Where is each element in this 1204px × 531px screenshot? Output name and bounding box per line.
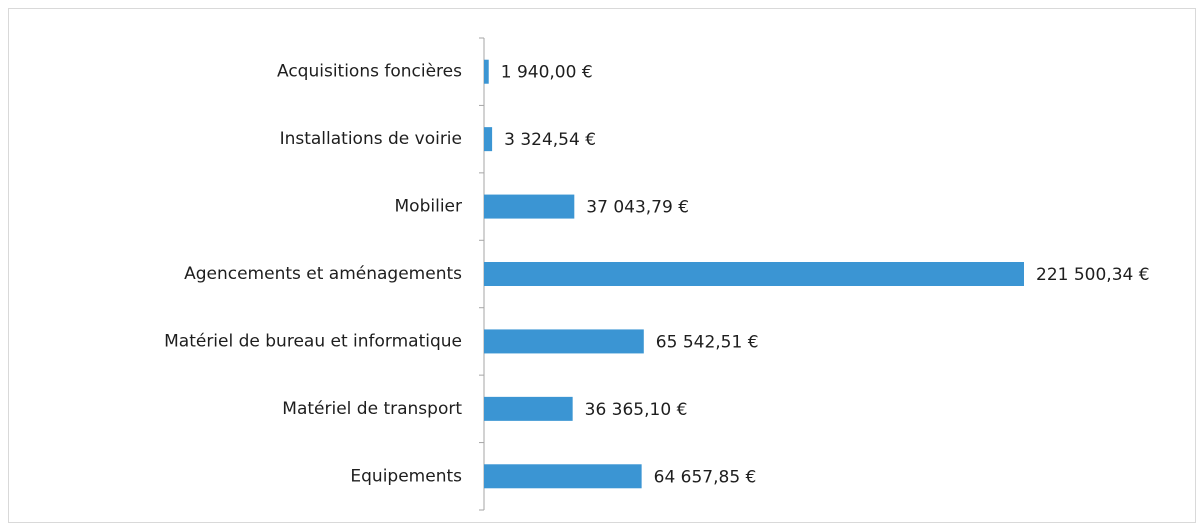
bar [484,59,489,84]
category-label: Equipements [350,466,462,486]
bar [484,396,573,421]
value-label: 1 940,00 € [501,63,593,83]
value-label: 36 365,10 € [585,400,688,420]
value-label: 65 542,51 € [656,332,759,352]
value-label: 64 657,85 € [654,467,757,487]
category-label: Installations de voirie [280,129,462,149]
value-label: 3 324,54 € [504,130,596,150]
bar [484,127,493,152]
bar [484,329,644,354]
bar [484,464,642,489]
category-label: Agencements et aménagements [184,264,462,284]
value-label: 221 500,34 € [1036,265,1150,285]
bar [484,262,1024,286]
bar [484,194,575,219]
category-label: Matériel de bureau et informatique [164,331,462,351]
category-label: Matériel de transport [282,399,462,419]
value-label: 37 043,79 € [586,198,689,218]
category-label: Acquisitions foncières [277,62,462,82]
category-label: Mobilier [395,197,462,217]
